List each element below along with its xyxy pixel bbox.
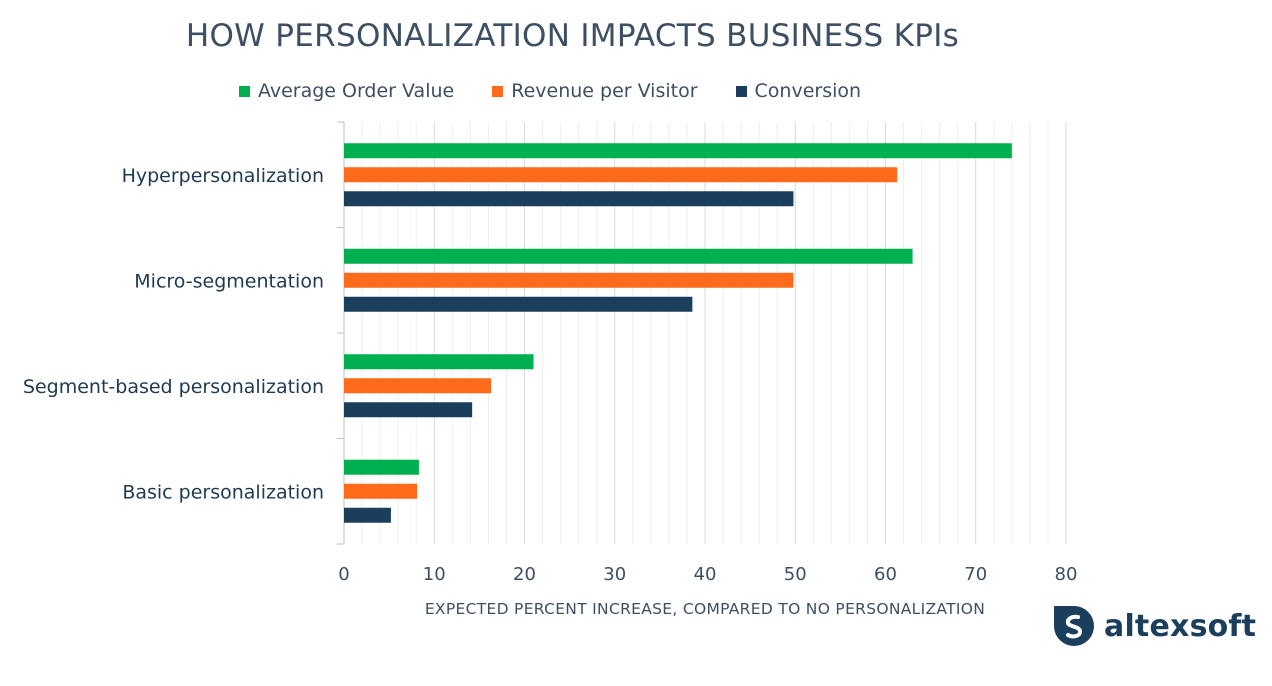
legend-swatch [492,85,504,97]
x-tick-label: 20 [513,564,536,585]
x-axis-title: EXPECTED PERCENT INCREASE, COMPARED TO N… [424,600,986,618]
logo-text: altexsoft [1104,608,1257,644]
tick-labels: 0 10 20 30 40 50 60 70 80 [338,564,1077,585]
bar-average-order-value-0 [344,143,1012,159]
legend-swatch [238,85,250,97]
category-label: Segment-based personalization [23,376,324,398]
x-tick-label: 70 [964,564,987,585]
category-labels: Hyperpersonalization Micro-segmentation Se… [23,165,324,504]
x-tick-label: 0 [338,564,349,585]
x-tick-label: 10 [423,564,446,585]
category-label: Micro-segmentation [134,270,324,292]
x-tick-label: 50 [784,564,807,585]
legend-item: Average Order Value [238,80,455,102]
bar-revenue-per-visitor-2 [344,378,492,394]
bar-revenue-per-visitor-3 [344,483,418,499]
x-tick-label: 30 [603,564,626,585]
logo: altexsoft [1052,604,1256,648]
bar-average-order-value-2 [344,354,534,370]
category-label: Basic personalization [122,481,324,503]
x-tick-label: 80 [1055,564,1078,585]
altexsoft-logo-icon [1054,606,1094,646]
bar-conversion-0 [344,191,794,207]
bar-conversion-2 [344,402,473,418]
legend-label: Conversion [754,80,862,102]
bar-conversion-3 [344,507,391,523]
bar-conversion-1 [344,296,693,312]
chart-title: HOW PERSONALIZATION IMPACTS BUSINESS KPI… [185,18,960,54]
grid-lines [337,121,1067,545]
bar-average-order-value-3 [344,459,419,475]
x-tick-label: 40 [694,564,717,585]
legend-label: Average Order Value [257,80,455,102]
bar-revenue-per-visitor-1 [344,272,794,288]
legend-item: Revenue per Visitor [492,80,698,102]
x-tick-label: 60 [874,564,897,585]
legend-swatch [735,85,747,97]
category-label: Hyperpersonalization [122,165,324,187]
bar-revenue-per-visitor-0 [344,167,898,183]
bar-average-order-value-1 [344,248,913,264]
legend-label: Revenue per Visitor [511,80,698,102]
bars [344,143,1012,523]
legend-item: Conversion [735,80,862,102]
legend: Average Order Value Revenue per Visitor Co… [0,80,1100,102]
